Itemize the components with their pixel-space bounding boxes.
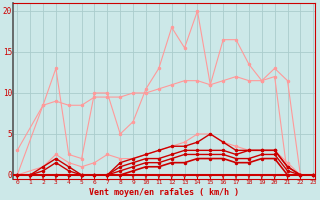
X-axis label: Vent moyen/en rafales ( km/h ): Vent moyen/en rafales ( km/h ) [89,188,239,197]
